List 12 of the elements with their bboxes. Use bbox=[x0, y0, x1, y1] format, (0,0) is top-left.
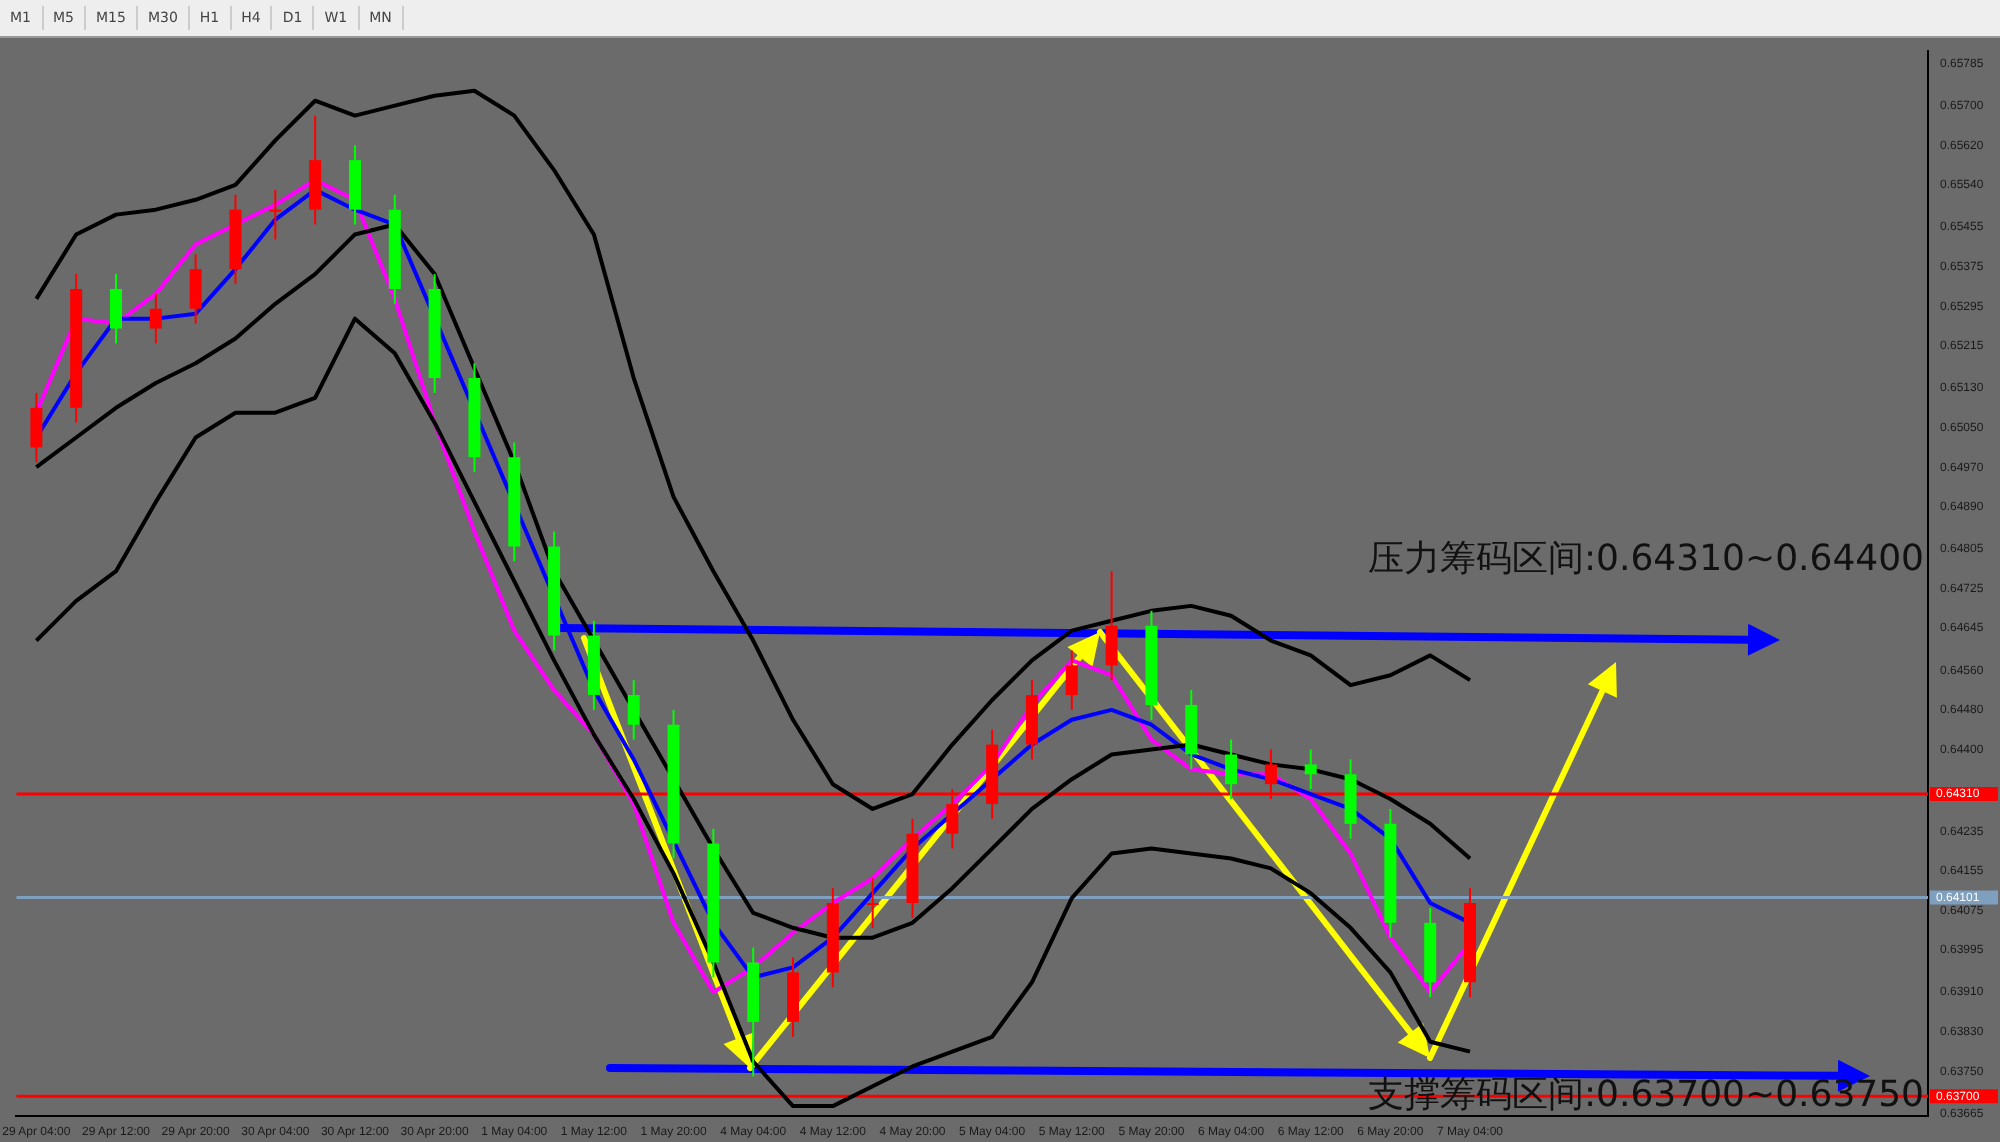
candlestick bbox=[1105, 570, 1118, 682]
candlestick bbox=[1065, 649, 1078, 711]
candlestick bbox=[189, 253, 202, 325]
annotation: 压力筹码区间:0.64310~0.64400 bbox=[1367, 538, 1924, 582]
candlestick bbox=[866, 877, 879, 929]
candlestick bbox=[269, 188, 282, 241]
candlestick bbox=[30, 391, 43, 464]
candlestick bbox=[1225, 738, 1238, 801]
candlestick bbox=[149, 292, 162, 345]
candlestick bbox=[1304, 748, 1317, 791]
candlestick bbox=[627, 679, 640, 741]
candlestick bbox=[110, 273, 123, 345]
